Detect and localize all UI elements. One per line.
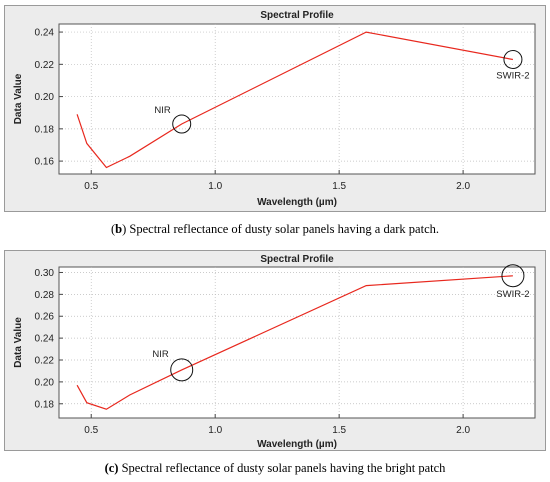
chart2-y-tick-label: 0.28 xyxy=(35,290,55,301)
chart2-plot-area xyxy=(58,266,536,419)
chart1-title: Spectral Profile xyxy=(260,10,334,21)
caption-b-prefix: ( xyxy=(110,222,116,236)
chart2-y-tick-label: 0.26 xyxy=(35,312,55,323)
chart2-annotation-label-nir: NIR xyxy=(152,349,169,360)
caption-c-letter: (c) xyxy=(104,461,119,475)
chart2-annotation-circle-swir-2 xyxy=(501,264,525,288)
chart1-y-tick-label: 0.20 xyxy=(35,92,55,103)
chart2-x-tick-label: 1.0 xyxy=(208,425,222,436)
chart2-annotation-label-swir-2: SWIR-2 xyxy=(496,289,529,300)
chart1-y-tick-label: 0.16 xyxy=(35,157,55,168)
chart2-y-tick-label: 0.24 xyxy=(35,334,55,345)
chart2-y-tick-label: 0.18 xyxy=(35,399,55,410)
chart1-x-tick-label: 0.5 xyxy=(84,181,98,192)
chart-panel-dark-patch: Spectral Profile 0.16 0.18 0.20 0.22 0.24 0.5 1… xyxy=(4,5,546,212)
chart1-x-tick-label: 2.0 xyxy=(456,181,470,192)
chart-panel-bright-patch: Spectral Profile 0.18 0.20 0.22 0.24 0.26 0.28… xyxy=(4,250,546,451)
figure-caption-c: (c) Spectral reflectance of dusty solar … xyxy=(0,461,550,476)
figure-caption-b: (b) Spectral reflectance of dusty solar … xyxy=(0,222,550,237)
chart2-series-line xyxy=(76,275,513,410)
chart2-y-tick-label: 0.22 xyxy=(35,356,55,367)
chart1-y-tick-label: 0.22 xyxy=(35,60,55,71)
chart2-title: Spectral Profile xyxy=(260,254,334,265)
chart1-x-tick-label: 1.0 xyxy=(208,181,222,192)
chart2-x-axis-title: Wavelength (µm) xyxy=(257,439,337,450)
chart2-y-tick-label: 0.30 xyxy=(35,268,55,279)
caption-c-text: Spectral reflectance of dusty solar pane… xyxy=(118,461,446,475)
chart1-annotation-circle-swir-2 xyxy=(503,49,523,69)
chart2-x-tick-label: 0.5 xyxy=(84,425,98,436)
chart1-y-tick-label: 0.24 xyxy=(35,28,55,39)
chart1-annotation-label-nir: NIR xyxy=(154,105,171,116)
chart2-y-tick-label: 0.20 xyxy=(35,377,55,388)
chart2-x-tick-label: 1.5 xyxy=(332,425,346,436)
chart2-annotation-circle-nir xyxy=(170,358,194,382)
chart1-x-axis-title: Wavelength (µm) xyxy=(257,197,337,208)
caption-b-text: ) Spectral reflectance of dusty solar pa… xyxy=(122,222,439,236)
chart1-series-line xyxy=(76,31,514,169)
chart1-y-tick-label: 0.18 xyxy=(35,124,55,135)
spectral-profile-chart-bright: Spectral Profile 0.18 0.20 0.22 0.24 0.26 0.28… xyxy=(13,254,536,450)
chart2-x-tick-label: 2.0 xyxy=(456,425,470,436)
chart1-annotation-label-swir-2: SWIR-2 xyxy=(496,70,529,81)
chart2-y-axis-title: Data Value xyxy=(13,317,24,368)
chart1-annotation-circle-nir xyxy=(172,114,192,134)
spectral-profile-chart-dark: Spectral Profile 0.16 0.18 0.20 0.22 0.24 0.5 1… xyxy=(13,10,536,208)
chart1-plot-area xyxy=(58,23,536,175)
chart1-y-axis-title: Data Value xyxy=(13,73,24,124)
caption-b-letter: b xyxy=(115,222,123,236)
chart1-x-tick-label: 1.5 xyxy=(332,181,346,192)
